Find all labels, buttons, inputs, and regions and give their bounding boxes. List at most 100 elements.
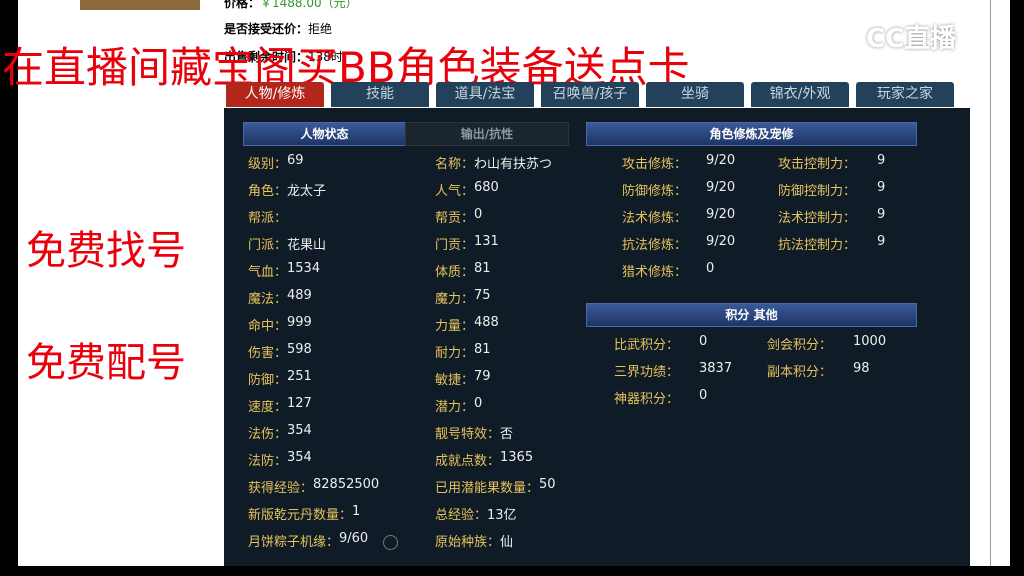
field-value: 9 [877, 234, 886, 249]
field-label: 帮派： [248, 211, 288, 226]
price-label: 价格： [224, 0, 261, 10]
field-value: 82852500 [313, 477, 380, 492]
field-label: 潜力： [435, 400, 475, 415]
field-value: 75 [474, 288, 491, 303]
field-label: 原始种族： [435, 535, 501, 550]
watermark: CC直播 [866, 24, 957, 54]
field-label: 防御修炼： [622, 184, 688, 199]
bargain-value: 拒绝 [308, 22, 333, 36]
info-panel [224, 108, 970, 576]
field-value: 1 [352, 504, 361, 519]
field-value: 0 [699, 388, 708, 403]
field-label: 角色： [248, 184, 288, 199]
field-label: 法伤： [248, 427, 288, 442]
field-label: 抗法控制力： [778, 238, 857, 253]
price: 价格：￥1488.00（元） [224, 0, 358, 11]
promo: 免费配号 [26, 340, 186, 386]
field-label: 三界功绩： [614, 365, 680, 380]
field-value: 1000 [853, 334, 887, 349]
field-value: 9 [877, 153, 886, 168]
field-value: 81 [474, 342, 491, 357]
field-label: 新版乾元丹数量： [248, 508, 353, 523]
field-value: 3837 [699, 361, 733, 376]
field-label: 速度： [248, 400, 288, 415]
field-value: 680 [474, 180, 499, 195]
field-label: 抗法修炼： [622, 238, 688, 253]
field-label: 门贡： [435, 238, 475, 253]
tab[interactable]: 技能 [331, 82, 429, 107]
field-value: 0 [706, 261, 715, 276]
tab[interactable]: 召唤兽/孩子 [541, 82, 639, 107]
field-label: 神器积分： [614, 392, 680, 407]
field-label: 气血： [248, 265, 288, 280]
field-value: 489 [287, 288, 312, 303]
field-label: 魔法： [248, 292, 288, 307]
field-value: 0 [474, 396, 483, 411]
field-label: 法防： [248, 454, 288, 469]
field-label: 比武积分： [614, 338, 680, 353]
price-value: ￥1488.00（元） [260, 0, 358, 10]
field-value: 79 [474, 369, 491, 384]
section-tab[interactable]: 人物状态 [243, 122, 406, 146]
tab[interactable]: 人物/修炼 [226, 82, 324, 107]
field-label: 成就点数： [435, 454, 501, 469]
promo: 免费找号 [26, 228, 186, 274]
field-value: 251 [287, 369, 312, 384]
field-value: 龙太子 [287, 184, 327, 199]
field-label: 已用潜能果数量： [435, 481, 540, 496]
field-label: 门派： [248, 238, 288, 253]
bargain: 是否接受还价：拒绝 [224, 20, 332, 37]
field-value: 354 [287, 423, 312, 438]
field-label: 伤害： [248, 346, 288, 361]
field-value: 0 [699, 334, 708, 349]
field-value: 否 [500, 427, 514, 442]
field-label: 攻击控制力： [778, 157, 857, 172]
field-label: 魔力： [435, 292, 475, 307]
field-label: 防御控制力： [778, 184, 857, 199]
field-value: 50 [539, 477, 556, 492]
field-label: 防御： [248, 373, 288, 388]
field-value: 9/20 [706, 153, 736, 168]
time-label: 出售剩余时间： [224, 50, 309, 64]
tab[interactable]: 坐骑 [646, 82, 744, 107]
field-label: 耐力： [435, 346, 475, 361]
field-value: 仙 [500, 535, 514, 550]
field-value: 999 [287, 315, 312, 330]
field-value: 花果山 [287, 238, 327, 253]
section-header: 积分 其他 [586, 303, 917, 327]
field-label: 总经验： [435, 508, 488, 523]
field-label: 获得经验： [248, 481, 314, 496]
field-label: 人气： [435, 184, 475, 199]
field-label: 剑会积分： [767, 338, 833, 353]
thumbnail [80, 0, 200, 10]
tab[interactable]: 道具/法宝 [436, 82, 534, 107]
field-value: 598 [287, 342, 312, 357]
field-label: 副本积分： [767, 365, 833, 380]
field-label: 体质： [435, 265, 475, 280]
field-value: 9/60 [339, 531, 369, 546]
bottom-bar [0, 566, 1024, 576]
section-tab[interactable]: 输出/抗性 [405, 122, 569, 146]
field-label: 法术控制力： [778, 211, 857, 226]
tab[interactable]: 玩家之家 [856, 82, 954, 107]
field-value: 488 [474, 315, 499, 330]
section-header: 角色修炼及宠修 [586, 122, 917, 146]
field-value: 9 [877, 207, 886, 222]
field-label: 命中： [248, 319, 288, 334]
field-value: 13亿 [487, 508, 517, 523]
field-value: 9/20 [706, 180, 736, 195]
field-label: 猎术修炼： [622, 265, 688, 280]
field-value: 354 [287, 450, 312, 465]
field-value: 131 [474, 234, 499, 249]
field-label: 法术修炼： [622, 211, 688, 226]
field-value: 98 [853, 361, 870, 376]
field-label: 攻击修炼： [622, 157, 688, 172]
help-icon[interactable] [383, 535, 398, 550]
field-value: 127 [287, 396, 312, 411]
field-value: 9/20 [706, 207, 736, 222]
field-value: 0 [474, 207, 483, 222]
field-value: 81 [474, 261, 491, 276]
field-label: 级别： [248, 157, 288, 172]
tab[interactable]: 锦衣/外观 [751, 82, 849, 107]
